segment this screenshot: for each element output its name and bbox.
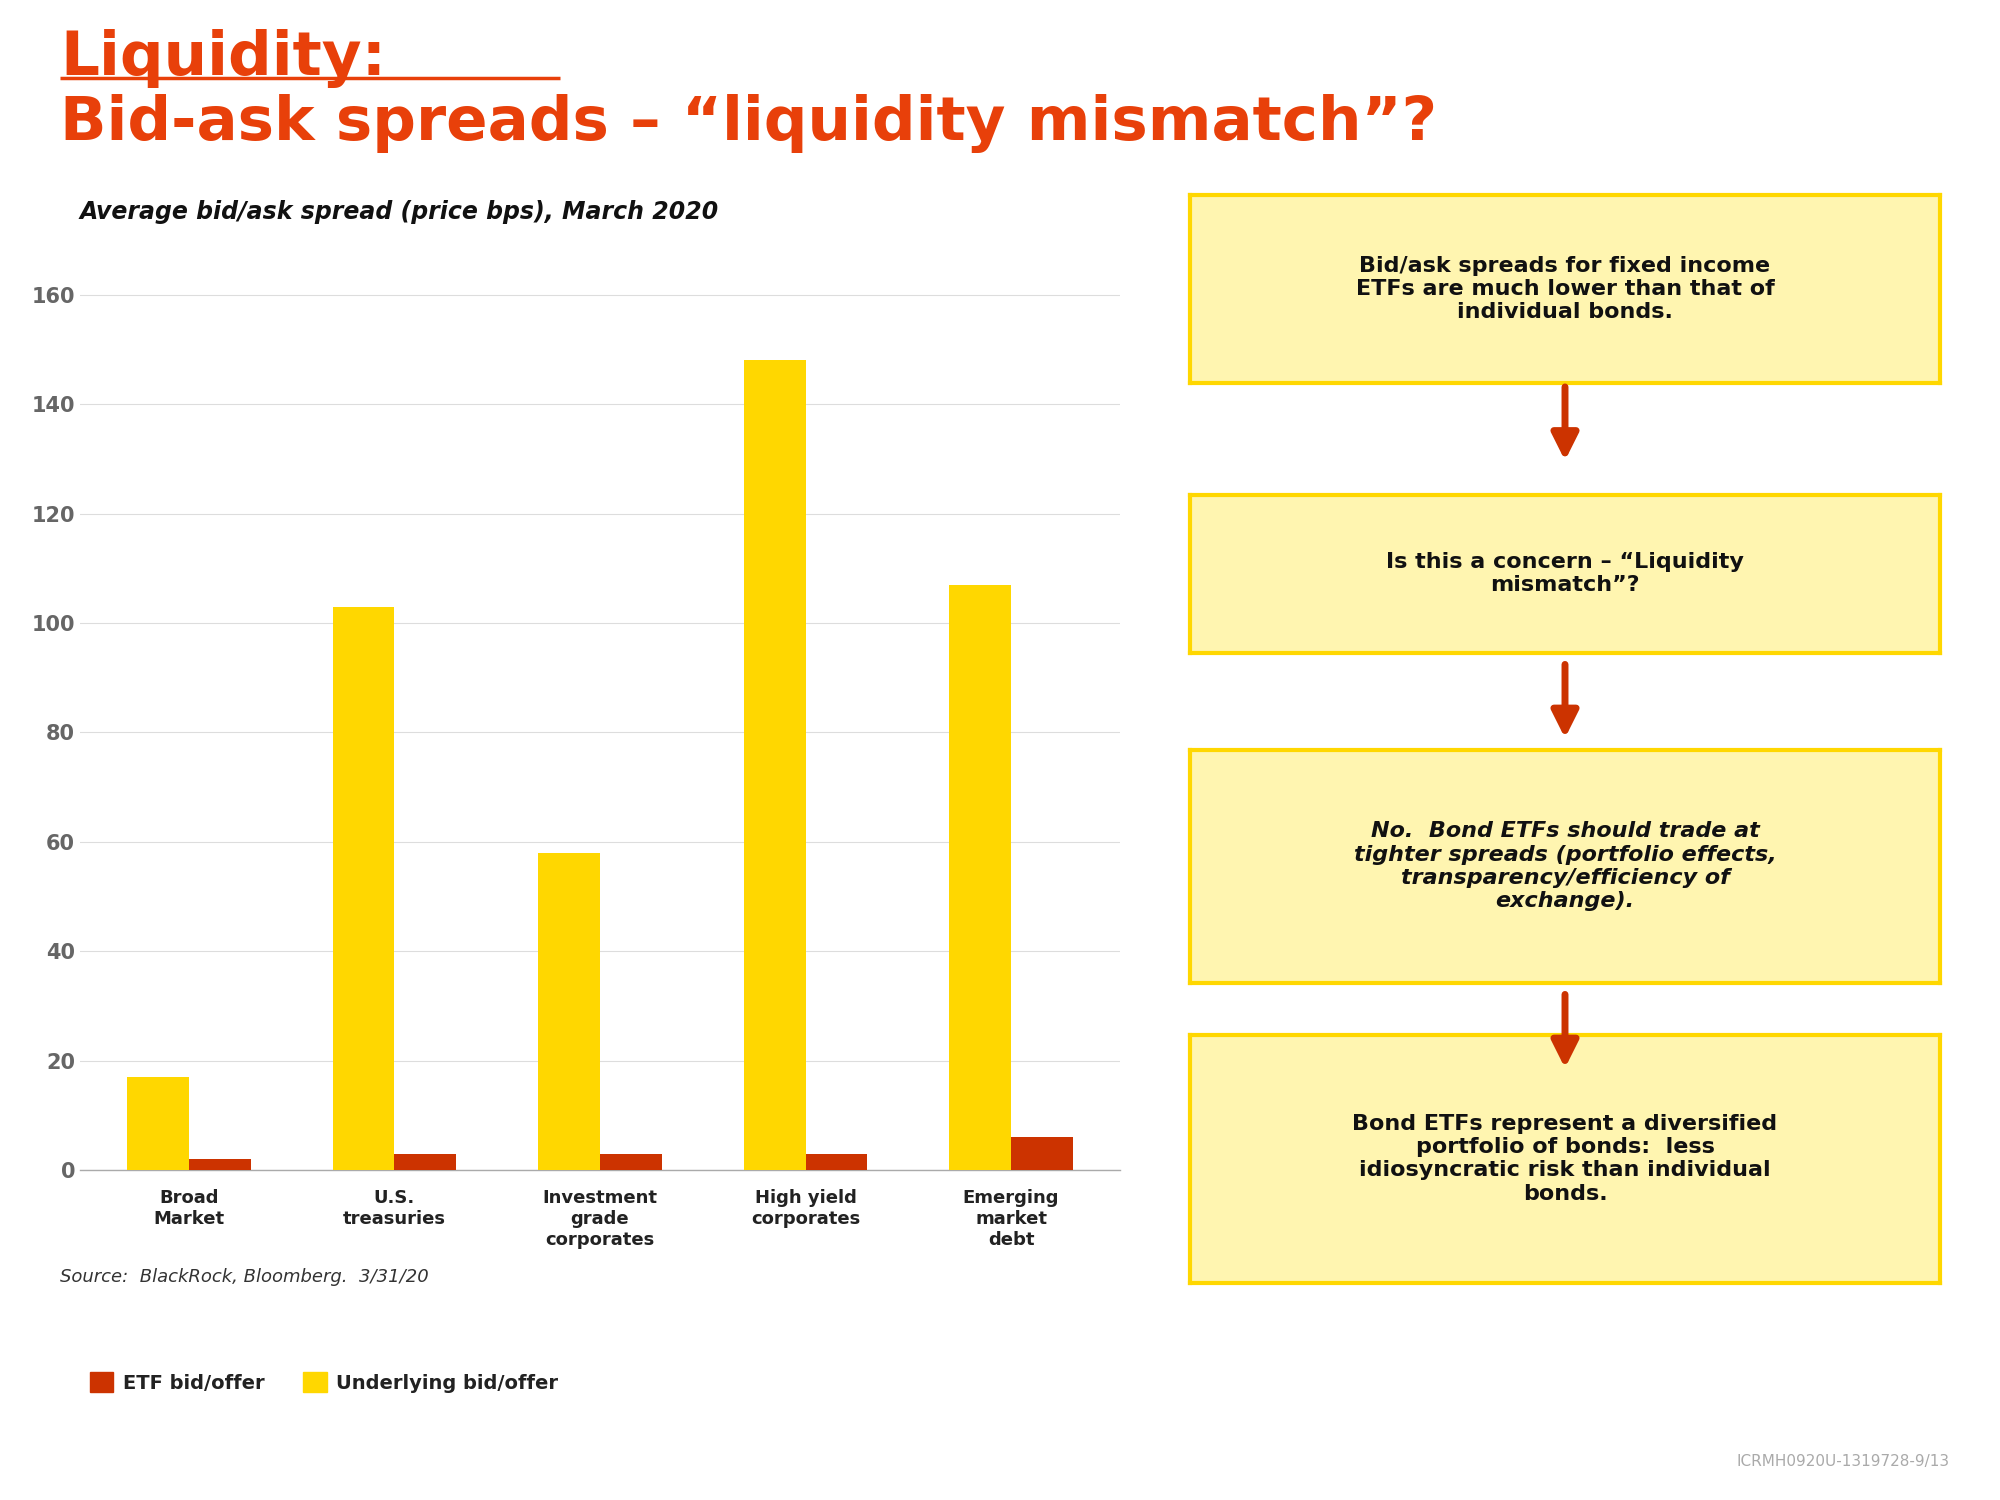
Bar — [538, 852, 600, 1170]
Text: No.  Bond ETFs should trade at
tighter spreads (portfolio effects,
transparency/: No. Bond ETFs should trade at tighter sp… — [1354, 822, 1776, 910]
Bar — [332, 606, 394, 1170]
Bar — [1012, 1137, 1072, 1170]
Text: BlackRock.: BlackRock. — [50, 1418, 288, 1455]
Text: Liquidity:: Liquidity: — [60, 30, 386, 88]
Text: Bid/ask spreads for fixed income
ETFs are much lower than that of
individual bon: Bid/ask spreads for fixed income ETFs ar… — [1356, 255, 1774, 322]
Bar — [744, 360, 806, 1170]
Bar — [806, 1154, 868, 1170]
Legend: ETF bid/offer, Underlying bid/offer: ETF bid/offer, Underlying bid/offer — [90, 1372, 558, 1394]
Text: Bid-ask spreads – “liquidity mismatch”?: Bid-ask spreads – “liquidity mismatch”? — [60, 93, 1438, 153]
Text: Is this a concern – “Liquidity
mismatch”?: Is this a concern – “Liquidity mismatch”… — [1386, 552, 1744, 596]
Text: Source:  BlackRock, Bloomberg.  3/31/20: Source: BlackRock, Bloomberg. 3/31/20 — [60, 1268, 428, 1286]
Text: ICRMH0920U-1319728-9/13: ICRMH0920U-1319728-9/13 — [1736, 1455, 1950, 1470]
Bar — [950, 585, 1012, 1170]
Text: Bond ETFs represent a diversified
portfolio of bonds:  less
idiosyncratic risk t: Bond ETFs represent a diversified portfo… — [1352, 1114, 1778, 1203]
Bar — [394, 1154, 456, 1170]
Bar — [600, 1154, 662, 1170]
Bar — [188, 1160, 250, 1170]
Text: Average bid/ask spread (price bps), March 2020: Average bid/ask spread (price bps), Marc… — [80, 200, 720, 223]
Bar — [128, 1077, 188, 1170]
